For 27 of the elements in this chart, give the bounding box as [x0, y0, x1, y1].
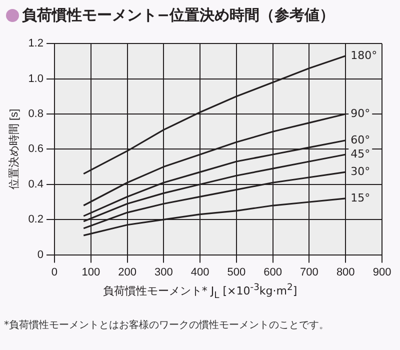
series-label: 15° — [350, 191, 370, 204]
x-tick-label: 500 — [227, 266, 246, 278]
series-label: 30° — [350, 164, 370, 178]
series-label: 60° — [350, 133, 370, 146]
x-axis-title: 負荷慣性モーメント* J$_{L}$ [×10$^{-3}$kg·m$^{2}$] — [102, 282, 298, 301]
x-tick-label: 400 — [190, 266, 210, 278]
x-tick-label: 200 — [118, 266, 136, 278]
y-tick-label: 0.4 — [28, 178, 44, 190]
y-tick-label: 1.2 — [28, 38, 44, 50]
x-tick-label: 300 — [154, 266, 173, 278]
x-tick-label: 900 — [372, 266, 392, 278]
x-tick-label: 100 — [82, 266, 100, 278]
y-tick-label: 0 — [37, 248, 44, 261]
y-tick-label: 1.0 — [28, 72, 44, 85]
y-tick-label: 0.8 — [28, 108, 44, 120]
chart-title: 負荷慣性モーメント−位置決め時間（参考値） — [22, 6, 335, 25]
text: *負荷慣性モーメントとはお客様のワークの慣性モーメントのことです。 — [4, 318, 329, 332]
series-label: 90° — [350, 106, 370, 120]
x-tick-label: 600 — [264, 266, 282, 278]
x-tick-label: 0 — [51, 266, 58, 278]
x-tick-label: 700 — [300, 266, 318, 278]
x-tick-label: 800 — [336, 266, 355, 278]
series-label: 180° — [350, 48, 378, 62]
y-tick-label: 0.2 — [28, 214, 44, 226]
y-tick-label: 0.6 — [28, 143, 44, 156]
series-label: 45° — [350, 147, 370, 160]
y-axis-title: 位置決め時間 [s] — [8, 108, 21, 190]
